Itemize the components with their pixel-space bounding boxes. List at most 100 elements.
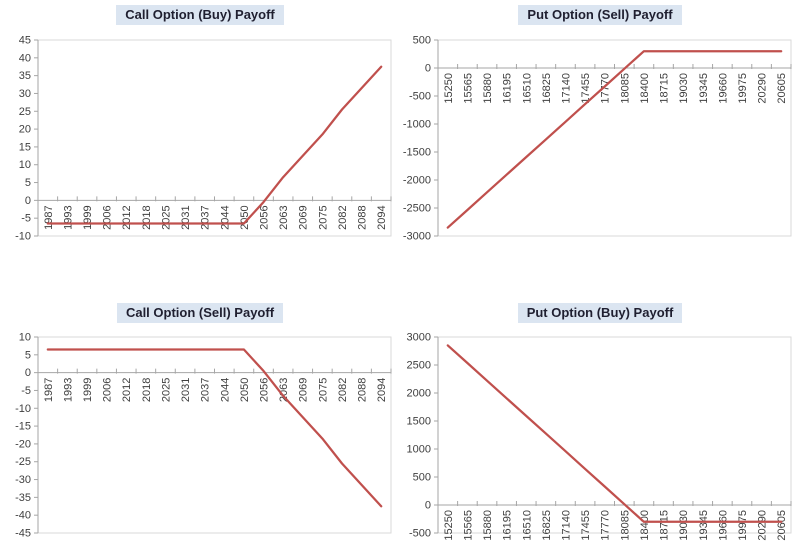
x-tick-label: 19345 — [698, 73, 710, 104]
chart-plot-put-sell: 500 0 -500 -1000 -1500 -2000 -2500 -3000 15250 15… — [403, 35, 792, 243]
y-tick-label: 1500 — [407, 416, 431, 428]
x-tick-label: 1993 — [62, 205, 74, 229]
y-tick-label: -1500 — [403, 147, 431, 159]
x-tick-label: 17455 — [580, 510, 592, 541]
x-tick-label: 2037 — [200, 205, 212, 229]
chart-plot-put-buy: 3000 2500 2000 1500 1000 500 0 -500 15250 15565 15… — [407, 332, 792, 541]
x-tick-label: 2012 — [121, 378, 133, 402]
x-tick-label: 2044 — [219, 378, 231, 402]
y-tick-label: -500 — [409, 91, 431, 103]
x-tick-label: 2069 — [298, 205, 310, 229]
payoff-line — [446, 50, 783, 229]
x-tick-label: 16825 — [541, 510, 553, 541]
x-tick-label: 20290 — [757, 510, 769, 541]
x-tick-label: 19345 — [698, 510, 710, 541]
x-tick-label: 2063 — [278, 205, 290, 229]
y-tick-label: -3000 — [403, 231, 431, 243]
y-tick-label: -25 — [15, 456, 31, 468]
x-tick-label: 18085 — [619, 73, 631, 104]
x-tick-label: 17140 — [560, 510, 572, 541]
x-tick-label: 2069 — [298, 378, 310, 402]
x-tick-label: 2075 — [317, 205, 329, 229]
x-tick-label: 18715 — [659, 510, 671, 541]
x-tick-label: 16825 — [541, 73, 553, 104]
x-tick-label: 17770 — [600, 73, 612, 104]
payoff-line — [446, 344, 783, 523]
y-tick-label: -5 — [21, 385, 31, 397]
x-tick-label: 2088 — [357, 378, 369, 402]
x-tick-label: 16195 — [502, 73, 514, 104]
x-tick-label: 2094 — [376, 205, 388, 229]
x-tick-label: 1987 — [43, 378, 55, 402]
x-tick-label: 2056 — [259, 378, 271, 402]
chart-put-option-buy-payoff: Put Option (Buy) Payoff 3000 2500 2000 1500… — [400, 275, 800, 550]
x-tick-label: 2025 — [160, 205, 172, 229]
x-tick-label: 16510 — [521, 510, 533, 541]
y-tick-label: -2500 — [403, 203, 431, 215]
y-tick-label: -10 — [15, 231, 31, 243]
x-tick-label: 2025 — [160, 378, 172, 402]
x-tick-label: 16195 — [502, 510, 514, 541]
x-tick-label: 2063 — [278, 378, 290, 402]
y-tick-label: 20 — [19, 124, 31, 136]
x-tick-label: 15565 — [462, 73, 474, 104]
x-tick-label: 2012 — [121, 205, 133, 229]
y-tick-label: -2000 — [403, 175, 431, 187]
x-tick-label: 2031 — [180, 205, 192, 229]
x-tick-label: 2075 — [317, 378, 329, 402]
y-tick-label: -15 — [15, 421, 31, 433]
y-tick-label: 35 — [19, 70, 31, 82]
y-tick-label: 5 — [25, 349, 31, 361]
x-tick-label: 2006 — [102, 378, 114, 402]
x-tick-label: 18715 — [659, 73, 671, 104]
y-tick-label: 0 — [425, 63, 431, 75]
plot-border — [437, 39, 792, 237]
x-tick-label: 1987 — [43, 205, 55, 229]
x-tick-label: 18400 — [639, 510, 651, 541]
y-tick-label: -20 — [15, 438, 31, 450]
x-tick-label: 19660 — [717, 510, 729, 541]
y-tick-label: 3000 — [407, 332, 431, 344]
x-tick-label: 17455 — [580, 73, 592, 104]
y-tick-label: -10 — [15, 403, 31, 415]
x-tick-label: 17770 — [600, 510, 612, 541]
x-tick-label: 17140 — [560, 73, 572, 104]
x-tick-label: 15250 — [443, 73, 455, 104]
x-tick-label: 2094 — [376, 378, 388, 402]
chart-title: Put Option (Buy) Payoff — [517, 302, 683, 324]
x-tick-label: 1999 — [82, 378, 94, 402]
chart-title: Call Option (Sell) Payoff — [116, 302, 284, 324]
payoff-line — [46, 65, 383, 225]
x-tick-label: 2037 — [200, 378, 212, 402]
x-tick-label: 19975 — [737, 510, 749, 541]
y-tick-label: 25 — [19, 106, 31, 118]
y-tick-label: -40 — [15, 510, 31, 522]
y-tick-label: 10 — [19, 332, 31, 344]
x-tick-label: 2031 — [180, 378, 192, 402]
chart-title-wrap: Put Option (Buy) Payoff — [400, 299, 800, 327]
y-tick-label: 2500 — [407, 360, 431, 372]
x-tick-label: 19660 — [717, 73, 729, 104]
y-tick-label: 0 — [25, 367, 31, 379]
x-tick-label: 2006 — [102, 205, 114, 229]
payoff-line — [46, 348, 383, 508]
y-tick-label: 500 — [413, 35, 431, 47]
chart-title-wrap: Call Option (Buy) Payoff — [0, 0, 400, 30]
y-tick-label: 500 — [413, 472, 431, 484]
chart-put-option-sell-payoff: Put Option (Sell) Payoff 500 0 -500 -1000 -1… — [400, 0, 800, 275]
x-tick-label: 2056 — [259, 205, 271, 229]
x-tick-label: 2018 — [141, 205, 153, 229]
y-tick-label: 5 — [25, 177, 31, 189]
x-tick-label: 15880 — [482, 510, 494, 541]
chart-call-option-buy-payoff: Call Option (Buy) Payoff 45 40 35 30 25 20 15 1… — [0, 0, 400, 275]
plot-border — [37, 336, 392, 534]
y-tick-label: 10 — [19, 159, 31, 171]
y-tick-label: 0 — [25, 195, 31, 207]
chart-title: Put Option (Sell) Payoff — [518, 4, 682, 26]
x-tick-label: 20605 — [776, 510, 788, 541]
x-tick-label: 18400 — [639, 73, 651, 104]
x-tick-label: 15565 — [462, 510, 474, 541]
x-tick-label: 2082 — [337, 205, 349, 229]
y-tick-label: 30 — [19, 88, 31, 100]
